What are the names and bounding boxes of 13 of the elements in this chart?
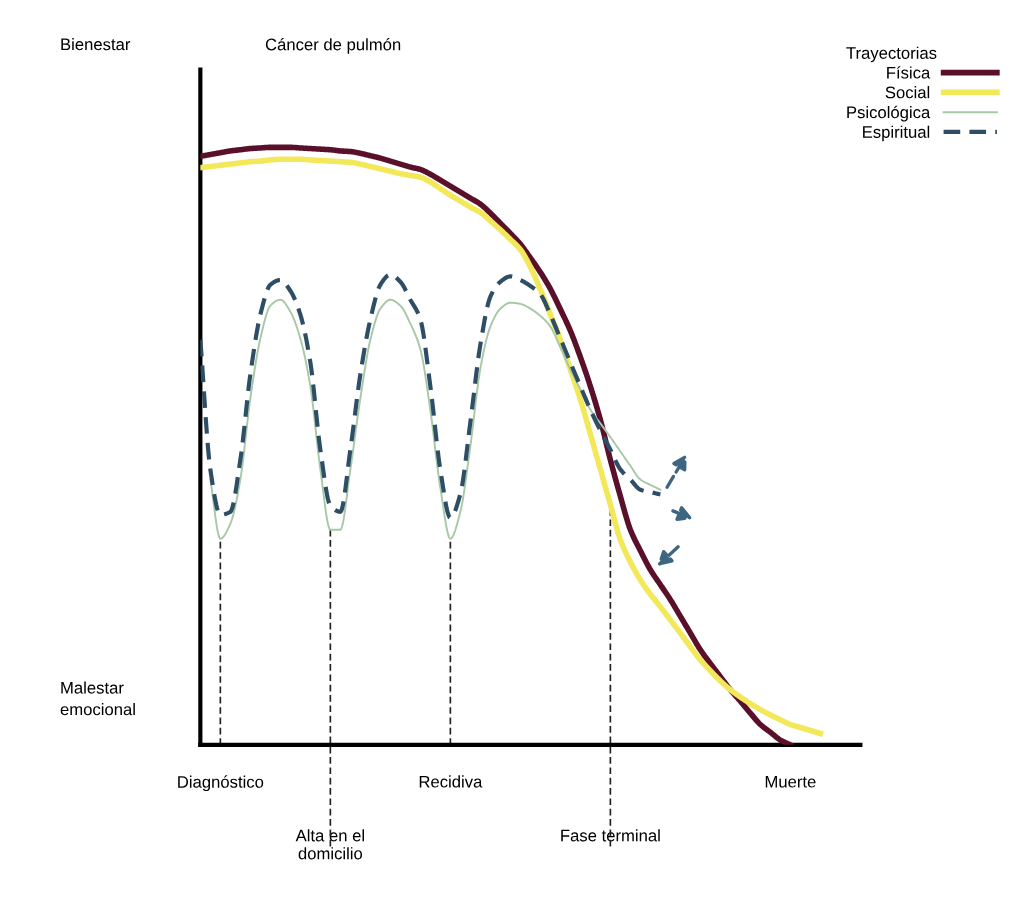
x-tick-label: Recidiva — [419, 775, 483, 788]
legend-label: Social — [885, 86, 930, 99]
legend-label: Espiritual — [863, 125, 930, 142]
x-tick-label: Diagnóstico — [178, 775, 264, 792]
legend-label: Física — [887, 66, 931, 79]
legend-label: Psicológica — [847, 105, 931, 122]
legend-title: Trayectorias — [846, 46, 937, 63]
text: Bienestar — [61, 38, 131, 51]
x-tick-label: Fase terminal — [561, 829, 660, 842]
text: Malestar emocional — [60, 681, 135, 716]
chart-title: Cáncer de pulmón — [265, 37, 401, 54]
x-tick-label: Alta en el domicilio — [295, 829, 364, 860]
x-tick-label: Muerte — [765, 775, 816, 788]
